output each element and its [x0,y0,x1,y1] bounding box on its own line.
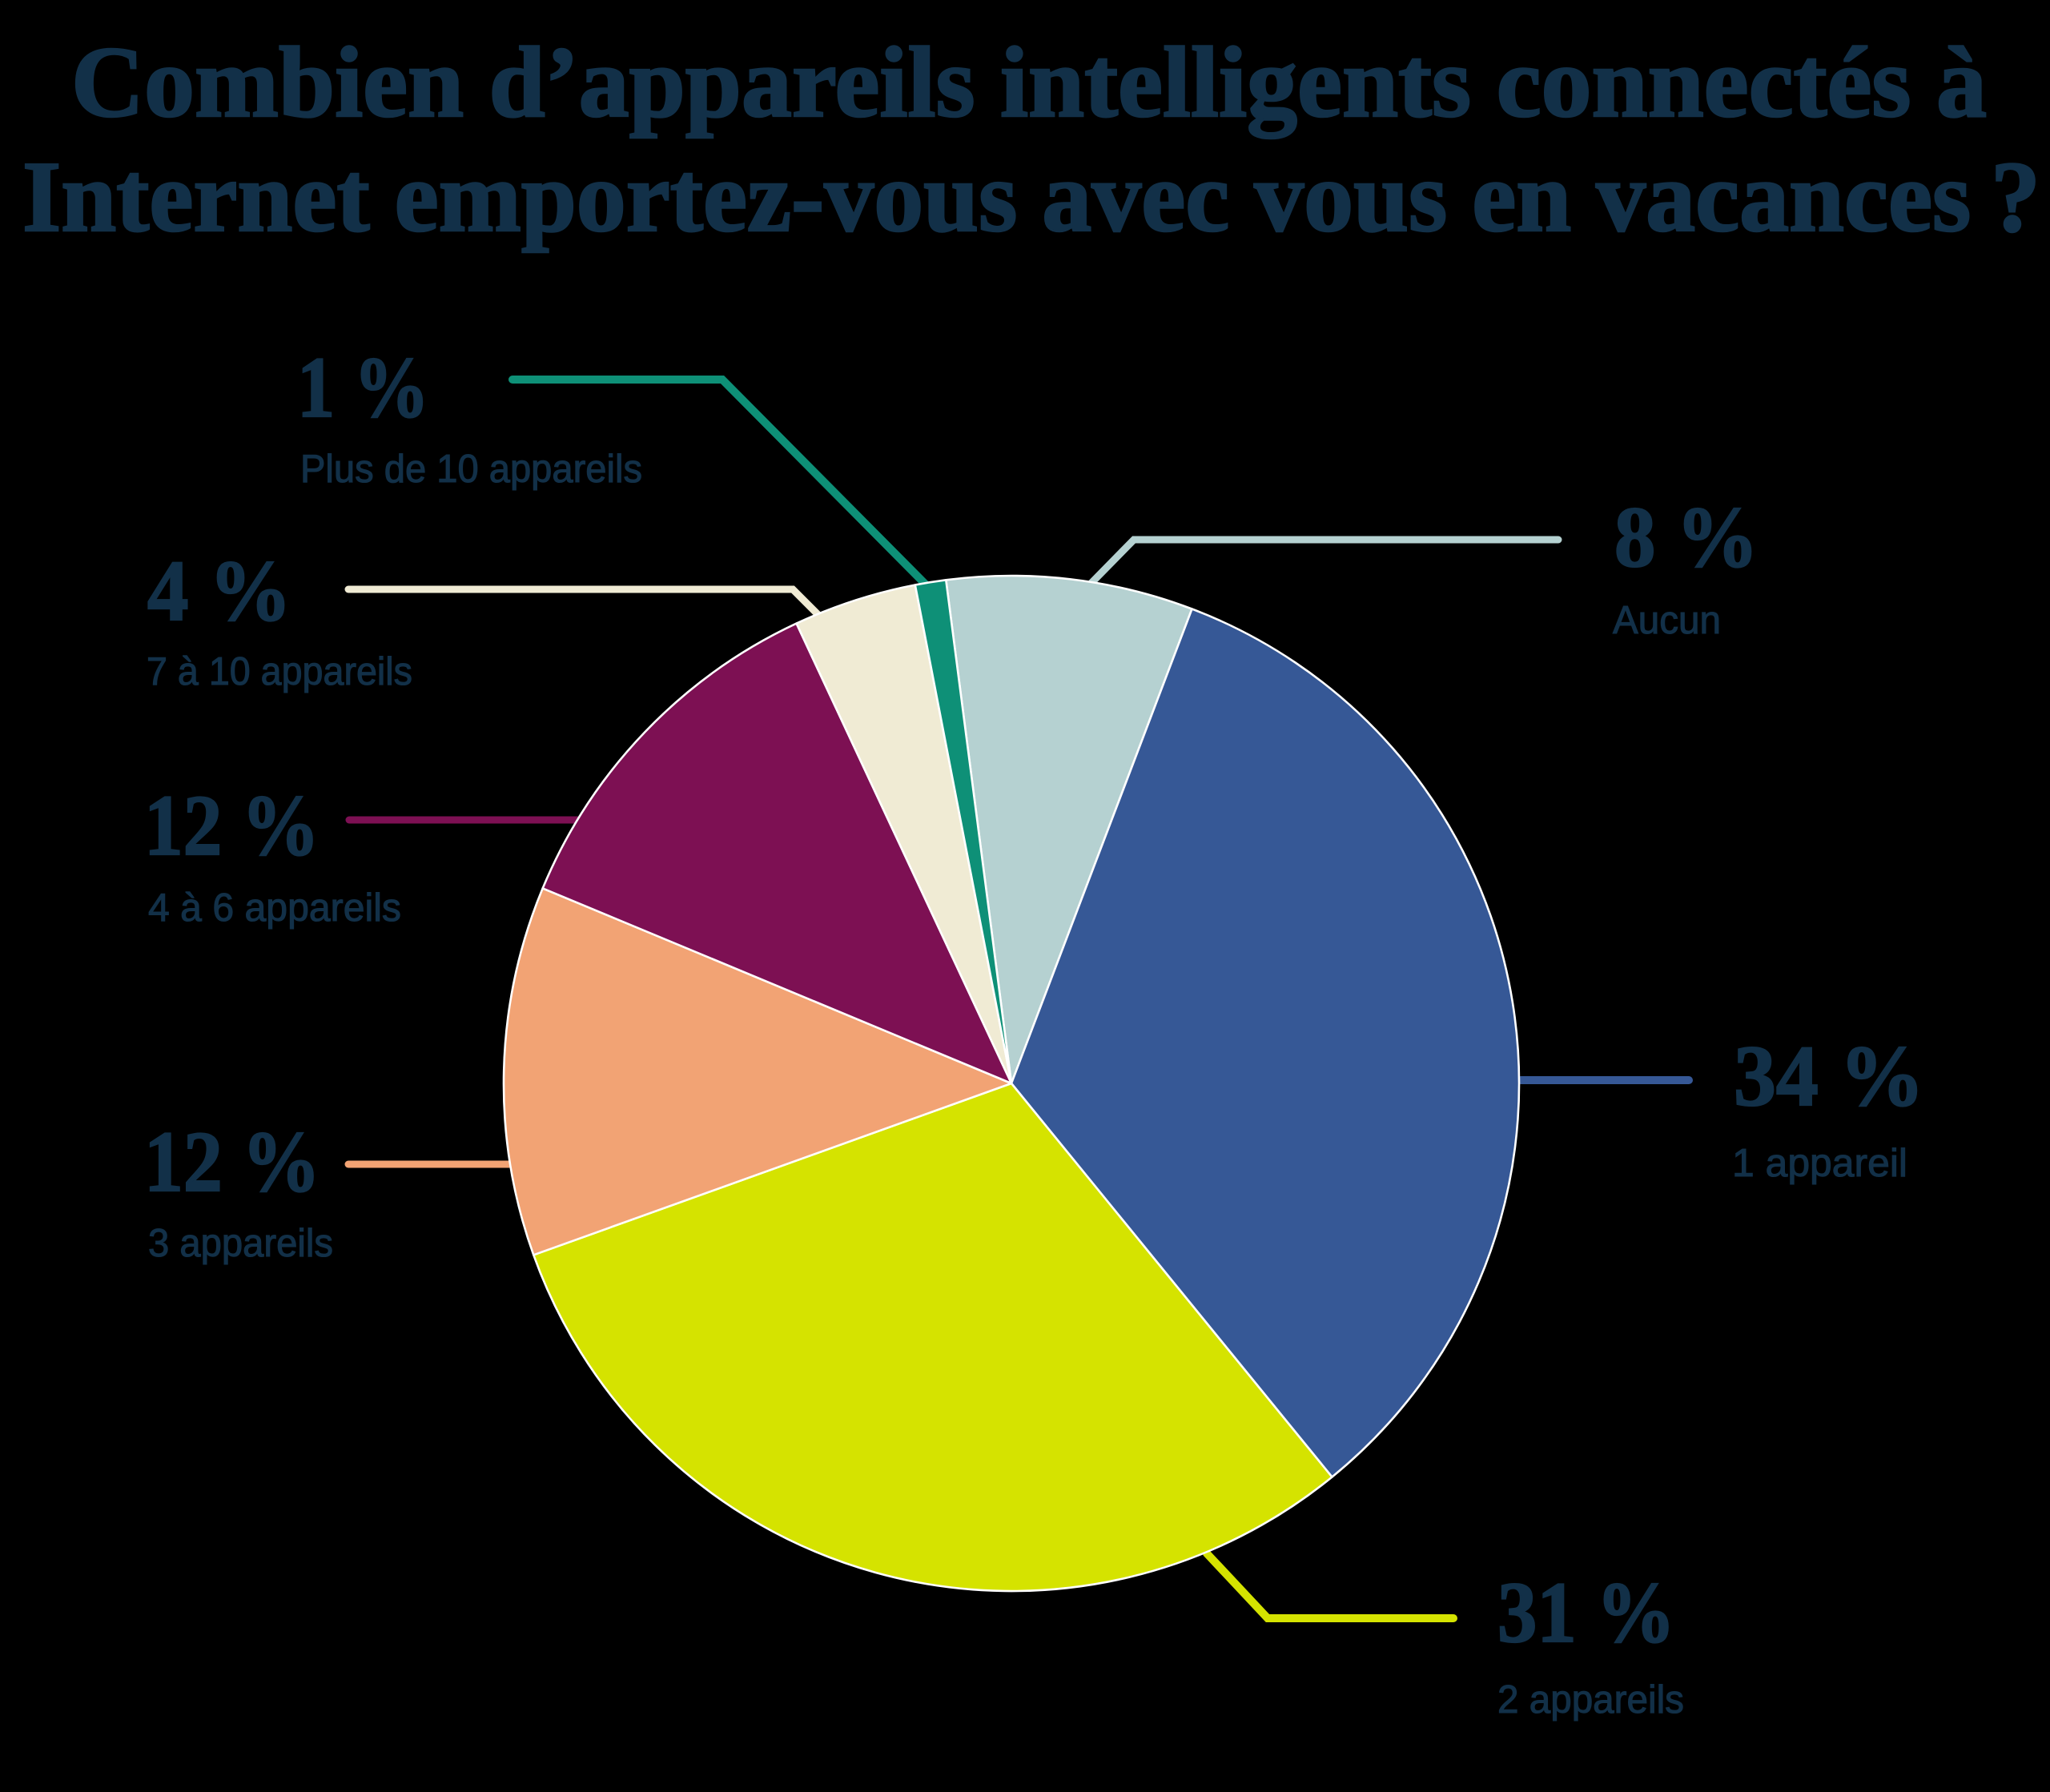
svg-text:7 à 10 appareils: 7 à 10 appareils [147,650,412,693]
svg-text:34 %: 34 % [1734,1029,1924,1124]
svg-text:8 %: 8 % [1614,490,1759,585]
svg-text:4 à 6 appareils: 4 à 6 appareils [148,886,401,930]
svg-text:Combien d’appareils intelligen: Combien d’appareils intelligents connect… [71,27,1987,139]
svg-text:Plus de 10 appareils: Plus de 10 appareils [300,448,642,491]
svg-text:12 %: 12 % [144,778,320,874]
svg-text:4 %: 4 % [147,544,291,639]
svg-text:Internet emportez-vous avec vo: Internet emportez-vous avec vous en vaca… [22,142,2040,253]
svg-text:31 %: 31 % [1497,1565,1675,1661]
svg-text:3 appareils: 3 appareils [148,1222,333,1265]
svg-text:1 appareil: 1 appareil [1732,1142,1907,1185]
svg-text:Aucun: Aucun [1613,599,1721,642]
svg-text:2 appareils: 2 appareils [1497,1678,1684,1722]
svg-text:12 %: 12 % [144,1115,320,1210]
svg-text:1 %: 1 % [297,340,429,436]
